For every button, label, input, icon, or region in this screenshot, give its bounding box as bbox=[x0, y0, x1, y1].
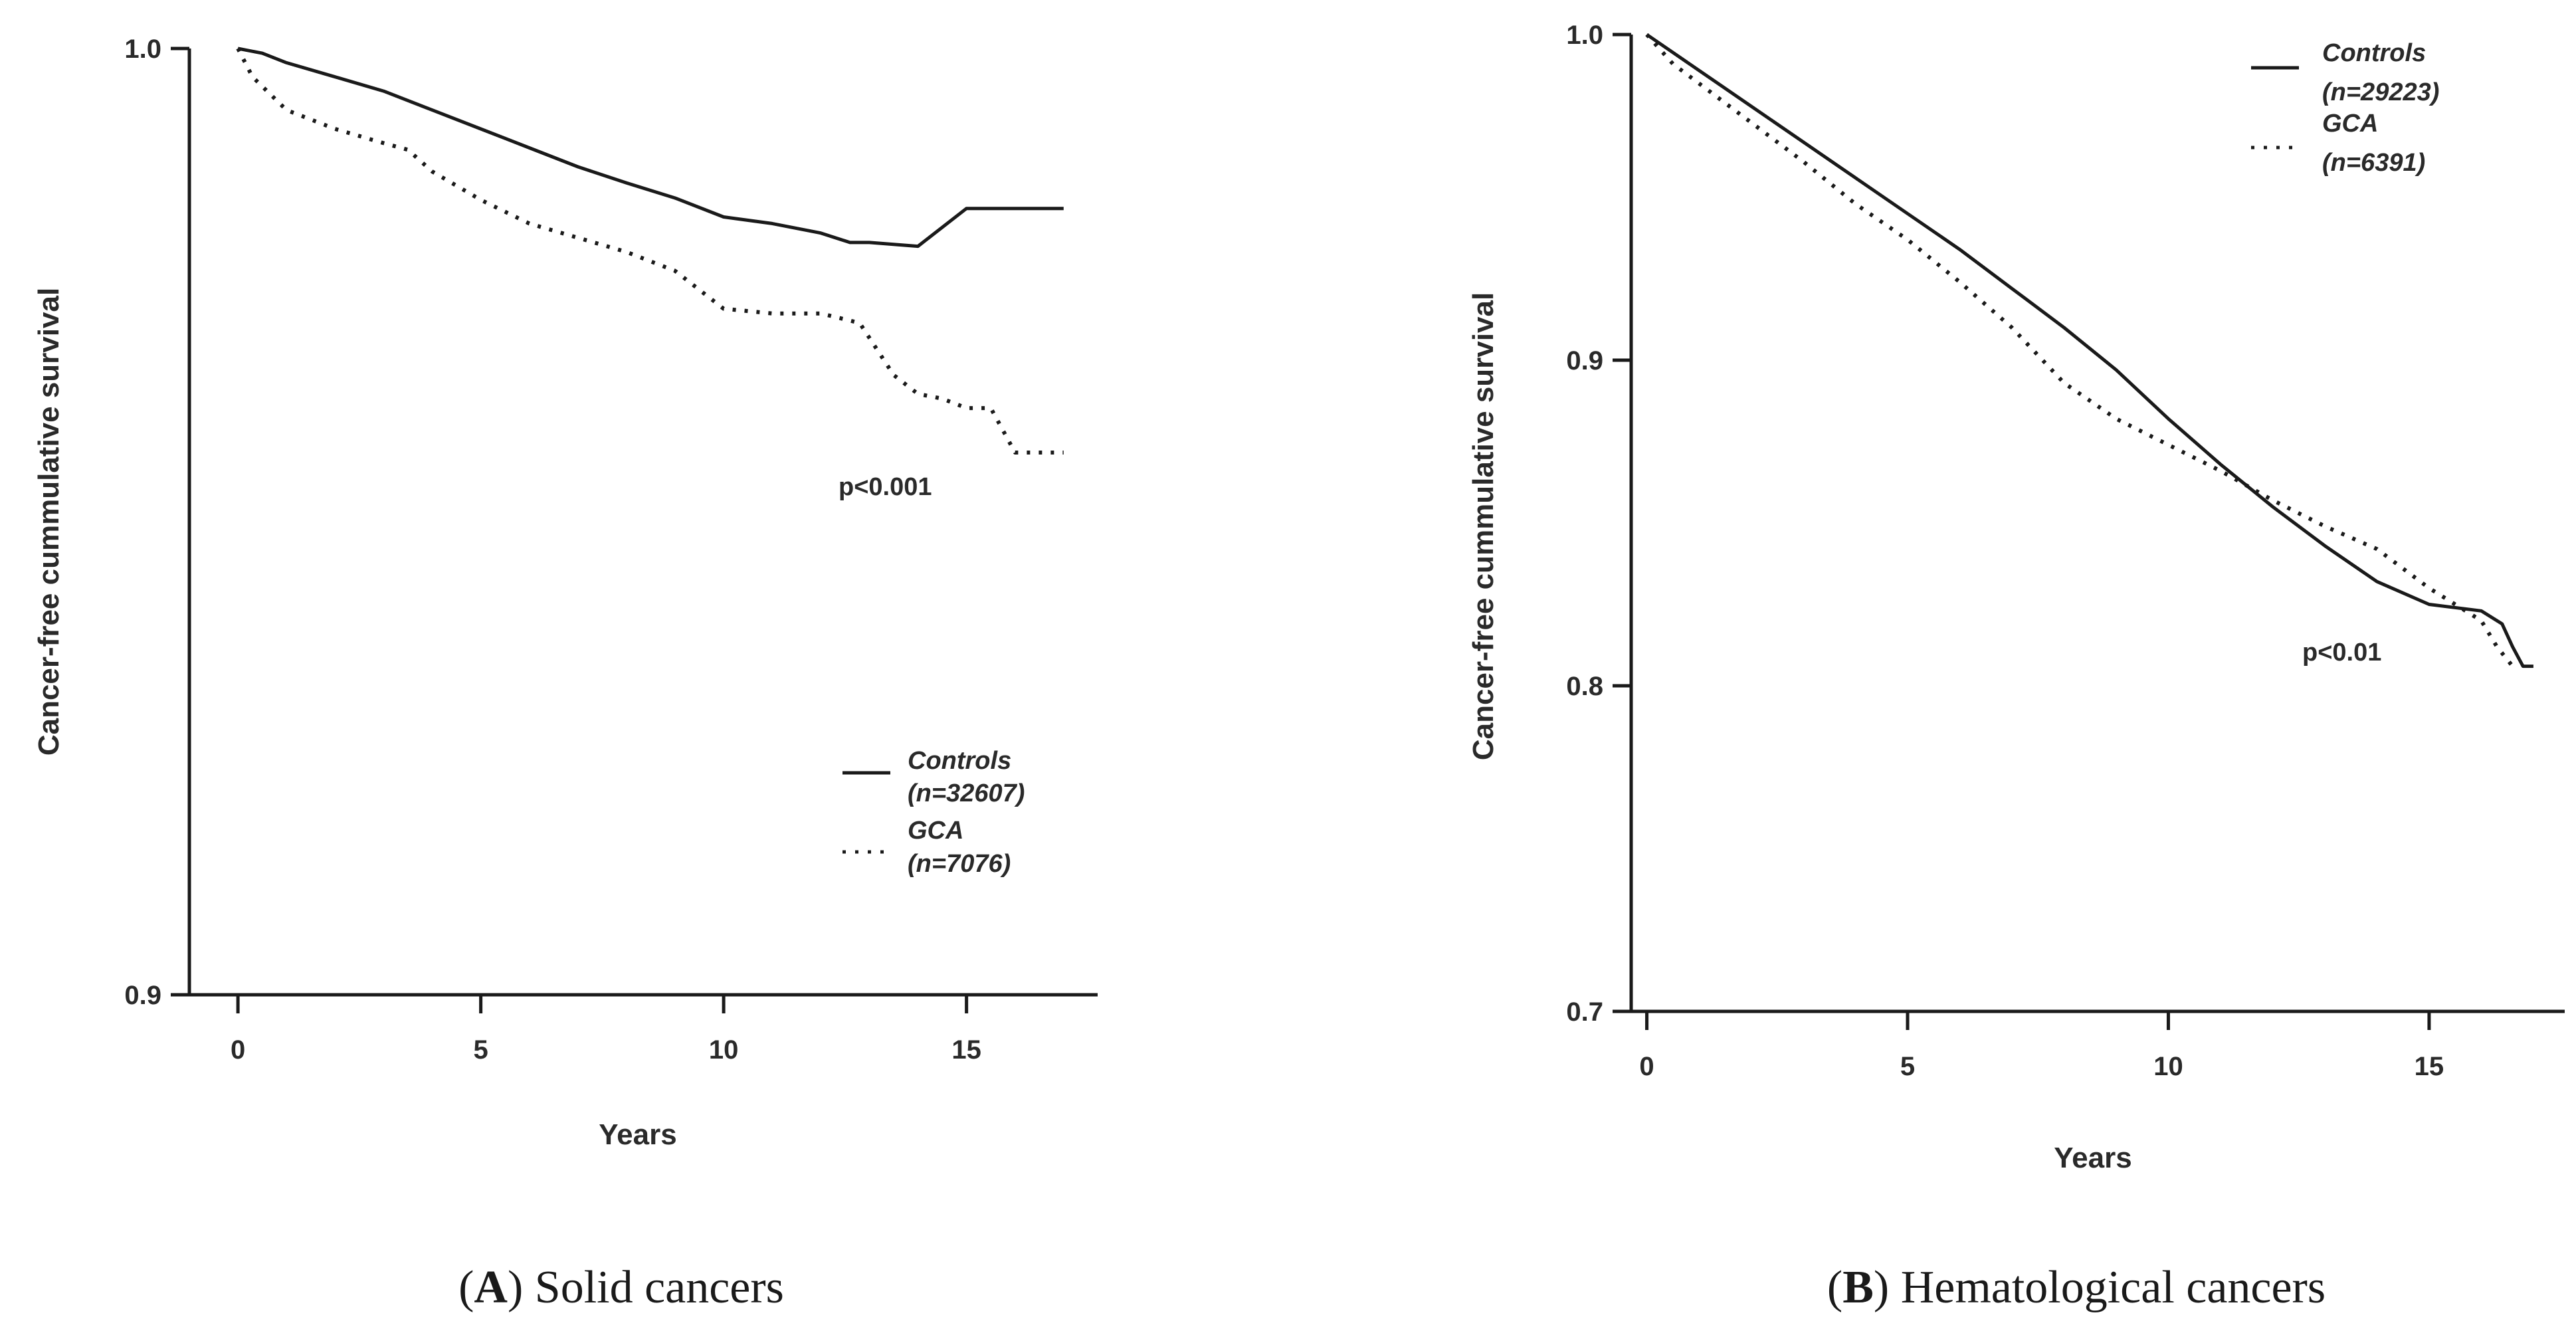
panel-a-legend: Controls (n=32607) GCA (n=7076) bbox=[842, 747, 1025, 878]
panel-b-series-gca bbox=[1645, 33, 2514, 668]
panel-b-series-controls bbox=[1646, 33, 2533, 668]
panel-a-x-axis-title: Years bbox=[599, 1118, 676, 1151]
panel-a-x-tick-label: 5 bbox=[473, 1035, 488, 1065]
panel-a-y-tick-label: 1.0 bbox=[124, 35, 161, 64]
panel-b-x-tick-label: 10 bbox=[2153, 1052, 2183, 1081]
panel-b-y-tick-label: 0.8 bbox=[1566, 672, 1603, 701]
panel-b-legend: Controls (n=29223) GCA (n=6391) bbox=[2251, 39, 2439, 177]
panel-a-y-axis-title: Cancer-free cummulative survival bbox=[33, 288, 65, 756]
panel-a-caption-letter: A bbox=[474, 1262, 508, 1313]
panel-a-y-tick-label: 0.9 bbox=[124, 981, 161, 1010]
chart-panel-a: 0.9 1.0 0 5 10 15 Years Cancer-free cummulat… bbox=[33, 35, 1098, 1313]
panel-b-p-value: p<0.01 bbox=[2302, 639, 2381, 667]
panel-b-x-tick-label: 0 bbox=[1639, 1052, 1654, 1081]
legend-controls-label: Controls bbox=[908, 747, 1011, 775]
legend-controls-label: Controls bbox=[2322, 39, 2426, 67]
panel-b-y-axis-title: Cancer-free cummulative survival bbox=[1467, 292, 1500, 760]
panel-a-series-controls bbox=[237, 47, 1064, 249]
panel-a-series-gca bbox=[236, 47, 1064, 455]
panel-b-y-tick-label: 0.7 bbox=[1566, 997, 1603, 1027]
panel-b-caption-letter: B bbox=[1842, 1262, 1874, 1313]
legend-gca-label: GCA bbox=[908, 817, 963, 845]
panel-a-x-tick-label: 10 bbox=[709, 1035, 739, 1065]
panel-b-x-tick-label: 5 bbox=[1900, 1052, 1915, 1081]
panel-b-y-tick-label: 1.0 bbox=[1566, 21, 1603, 50]
legend-controls-n: (n=29223) bbox=[2322, 78, 2439, 106]
legend-gca-n: (n=6391) bbox=[2322, 149, 2425, 177]
legend-gca-n: (n=7076) bbox=[908, 850, 1011, 878]
panel-b-x-axis-title: Years bbox=[2054, 1142, 2131, 1174]
chart-panel-b: 0.7 0.8 0.9 1.0 0 5 10 15 Years Cancer-free cu… bbox=[1467, 21, 2565, 1313]
panel-b-x-tick-label: 15 bbox=[2415, 1052, 2444, 1081]
panel-a-p-value: p<0.001 bbox=[839, 473, 932, 501]
panel-b-caption-text: Hematological cancers bbox=[1901, 1262, 2326, 1313]
panel-a-x-tick-label: 0 bbox=[231, 1035, 245, 1065]
panel-b-caption: (B) Hematological cancers bbox=[1827, 1262, 2326, 1313]
panel-a-caption-text: Solid cancers bbox=[535, 1262, 784, 1313]
panel-a-caption: (A) Solid cancers bbox=[458, 1262, 784, 1313]
panel-b-y-tick-label: 0.9 bbox=[1566, 346, 1603, 375]
legend-gca-label: GCA bbox=[2322, 110, 2378, 138]
legend-controls-n: (n=32607) bbox=[908, 779, 1025, 807]
panel-a-x-tick-label: 15 bbox=[951, 1035, 981, 1065]
